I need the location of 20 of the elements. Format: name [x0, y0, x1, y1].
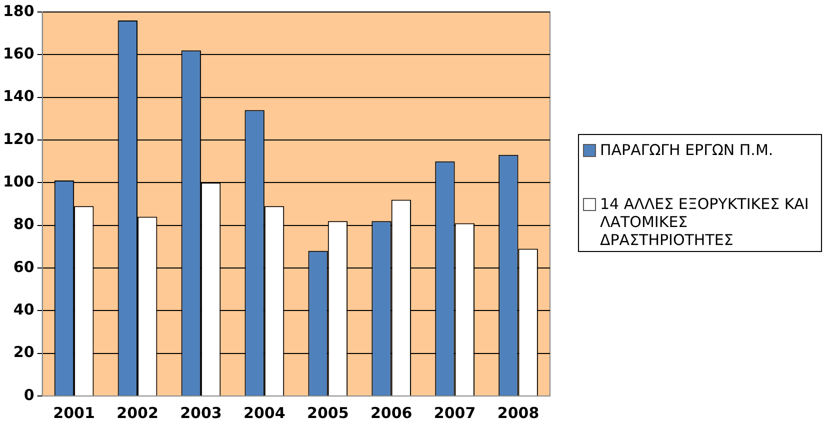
legend-label: 14 ΑΛΛΕΣ ΕΞΟΡΥΚΤΙΚΕΣ ΚΑΙ ΛΑΤΟΜΙΚΕΣ ΔΡΑΣΤΗΡΙΟΤΗΤΕΣ	[600, 195, 810, 249]
x-tick-label: 2005	[307, 404, 349, 422]
y-tick-label: 20	[13, 343, 34, 362]
x-tick-label: 2006	[370, 404, 412, 422]
y-tick-label: 0	[24, 386, 34, 404]
x-tick-label: 2003	[180, 404, 222, 422]
x-tick-label: 2008	[497, 404, 540, 422]
y-tick-label: 140	[3, 87, 34, 106]
y-tick-label: 60	[13, 258, 34, 276]
y-tick-label: 120	[3, 130, 34, 148]
y-tick-label: 160	[3, 44, 34, 63]
y-tick-label: 80	[13, 215, 34, 234]
x-tick-label: 2004	[244, 404, 286, 422]
y-tick-label: 40	[13, 300, 34, 319]
y-tick-label: 100	[3, 172, 34, 191]
y-tick-label: 180	[3, 2, 34, 20]
x-tick-label: 2002	[116, 404, 158, 422]
x-tick-label: 2007	[434, 404, 476, 422]
legend-label: ΠΑΡΑΓΩΓΗ ΕΡΓΩΝ Π.Μ.	[600, 141, 774, 159]
x-tick-label: 2001	[53, 404, 95, 422]
